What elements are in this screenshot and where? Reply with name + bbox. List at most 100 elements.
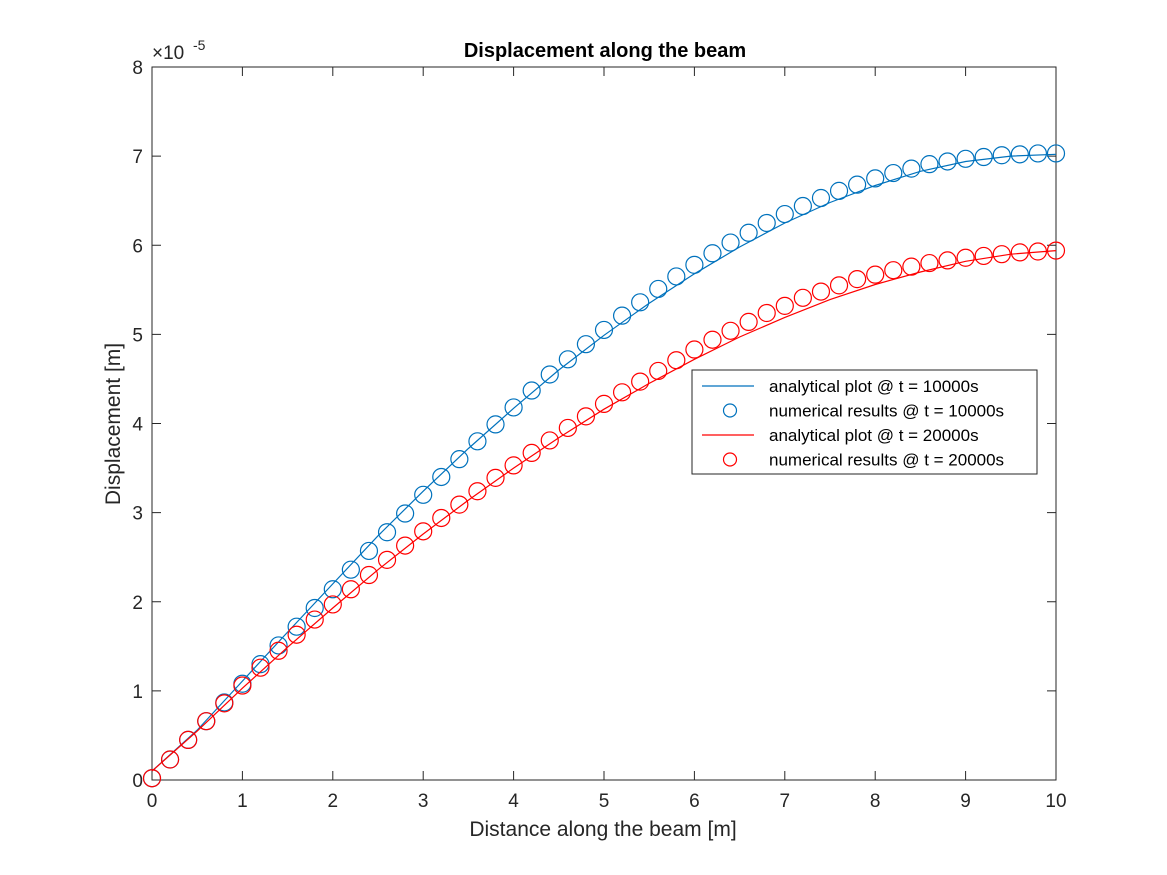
series-line [151,250,1057,772]
data-point [649,361,668,381]
data-point [1046,241,1066,260]
legend-box [691,369,1038,475]
legend-item: numerical results @ t = 20000s [722,451,1004,470]
data-point [612,306,632,325]
data-point [938,152,957,171]
data-point [269,641,288,660]
data-point [1010,145,1029,164]
legend-label: numerical results @ t = 20000s [769,451,1004,470]
data-point [1010,243,1029,262]
x-tick-label: 9 [960,791,971,812]
data-point [215,694,234,713]
y-axis-label: Displacement [m] [102,343,125,505]
data-point [902,257,921,276]
legend-item: numerical results @ t = 10000s [722,402,1004,421]
y-tick-label: 4 [132,415,143,436]
data-point [414,485,433,504]
data-point [703,330,722,349]
data-point [305,598,324,618]
data-point [251,658,270,677]
data-point [432,467,451,487]
data-point [1028,242,1048,261]
x-tick-label: 1 [237,791,248,812]
legend-marker-swatch [722,403,738,418]
data-point [468,432,487,451]
data-point [269,636,288,655]
data-point [667,267,686,286]
data-point [649,279,668,299]
x-tick-label: 2 [328,791,339,812]
data-point [757,303,776,323]
data-point [811,282,831,301]
data-point [396,536,415,555]
y-tick-label: 0 [132,771,143,792]
data-point [486,468,505,487]
data-point [612,383,632,402]
data-point [504,456,523,475]
data-point [486,415,505,434]
legend-marker-swatch [722,452,738,467]
x-tick-label: 4 [508,791,519,812]
data-point [468,482,487,501]
data-point [142,769,162,788]
data-point [594,394,614,413]
data-point [522,381,541,400]
data-point [811,188,831,208]
y-exponent: ×10 -5 [152,37,206,64]
data-point [866,169,885,188]
data-point [341,580,360,599]
series-line [151,153,1057,772]
data-point [829,181,849,200]
x-tick-label: 10 [1045,791,1066,812]
data-point [685,340,704,359]
data-point [540,431,559,450]
y-exponent-power: -5 [193,37,206,53]
data-point [450,495,469,514]
y-tick-label: 2 [132,593,143,614]
data-point [902,159,921,178]
x-tick-label: 8 [870,791,881,812]
data-point [233,674,252,693]
data-point [396,504,415,523]
data-point [992,245,1011,264]
data-point [739,312,758,331]
data-point [576,407,596,426]
data-point [160,750,180,769]
data-point [703,244,722,263]
data-point [739,223,758,242]
y-exponent-base: ×10 [152,43,184,64]
data-point [359,541,379,561]
data-point [992,146,1011,165]
data-point [667,351,686,370]
data-point [631,372,650,391]
data-point [956,149,975,168]
data-point [323,595,342,614]
data-point [576,335,596,354]
data-point [884,261,903,280]
x-axis-label: Distance along the beam [m] [469,818,736,841]
legend-label: analytical plot @ t = 10000s [769,377,979,396]
data-point [974,246,993,266]
data-point [631,293,650,312]
chart-title: Displacement along the beam [464,40,746,62]
data-point [721,233,740,252]
x-tick-label: 0 [147,791,158,812]
legend-label: analytical plot @ t = 20000s [769,426,979,445]
y-tick-label: 6 [132,236,143,257]
data-point [414,522,433,541]
data-point [377,550,397,569]
data-point [974,147,993,167]
x-tick-label: 7 [780,791,791,812]
data-point [540,365,559,384]
y-tick-label: 8 [132,58,143,79]
data-point [251,655,270,674]
y-tick-label: 7 [132,147,143,168]
data-point [377,523,397,542]
data-point [323,580,342,599]
x-tick-label: 5 [599,791,610,812]
data-point [558,418,577,438]
legend-label: numerical results @ t = 10000s [769,402,1004,421]
legend-item: analytical plot @ t = 10000s [702,377,979,396]
data-point [305,610,324,629]
